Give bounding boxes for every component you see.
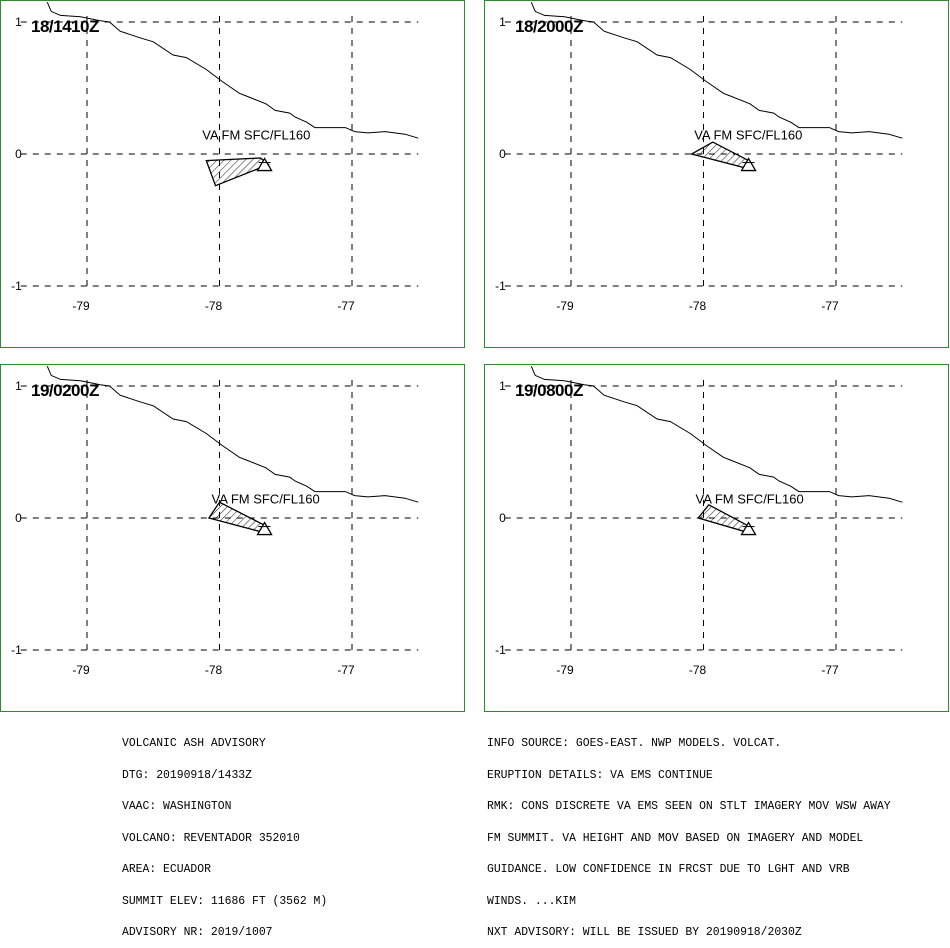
lon-tick-label: -77: [337, 663, 355, 677]
advisory-line: VOLCANIC ASH ADVISORY: [122, 736, 266, 750]
map-svg: 1 0 -1 -79 -78 -77 VA FM SFC/FL160: [11, 2, 419, 313]
ash-cloud-polygon: [207, 501, 270, 535]
lon-tick-label: -78: [205, 299, 223, 313]
lon-tick-label: -79: [72, 299, 90, 313]
advisory-line: RMK: CONS DISCRETE VA EMS SEEN ON STLT I…: [487, 799, 891, 813]
lat-tick-label: 0: [15, 511, 22, 525]
advisory-right-text: INFO SOURCE: GOES-EAST. NWP MODELS. VOLC…: [487, 717, 891, 948]
panel-time: 19/0800Z: [515, 381, 583, 400]
lat-tick-label: 1: [499, 15, 506, 29]
lon-tick-label: -79: [556, 663, 574, 677]
map-panel-4: 1 0 -1 -79 -78 -77 VA FM SFC/FL160 19/0800Z: [484, 364, 949, 712]
lat-tick-label: -1: [495, 279, 506, 293]
coastline: [46, 366, 419, 503]
volcano-icon: [740, 521, 757, 536]
volcano-icon: [256, 521, 273, 536]
volcano-icon: [256, 157, 273, 172]
lon-tick-label: -79: [556, 299, 574, 313]
panel-time: 19/0200Z: [31, 381, 99, 400]
advisory-line: INFO SOURCE: GOES-EAST. NWP MODELS. VOLC…: [487, 736, 782, 750]
lat-tick-label: 0: [499, 147, 506, 161]
ash-layer-label: VA FM SFC/FL160: [212, 491, 320, 506]
lon-tick-label: -78: [205, 663, 223, 677]
lat-tick-label: -1: [11, 279, 22, 293]
advisory-line: FM SUMMIT. VA HEIGHT AND MOV BASED ON IM…: [487, 830, 864, 845]
map-panel-2: 1 0 -1 -79 -78 -77 VA FM SFC/FL160 18/2000Z: [484, 0, 949, 348]
advisory-line: ADVISORY NR: 2019/1007: [122, 925, 273, 939]
panel-time: 18/2000Z: [515, 17, 583, 36]
advisory-line: VAAC: WASHINGTON: [122, 799, 232, 813]
lat-tick-label: 1: [15, 15, 22, 29]
map-svg: 1 0 -1 -79 -78 -77 VA FM SFC/FL160: [495, 2, 903, 313]
ash-layer-label: VA FM SFC/FL160: [694, 127, 802, 142]
advisory-line: DTG: 20190918/1433Z: [122, 767, 252, 782]
map-panel-1: 1 0 -1 -79 -78 -77 VA FM SFC/FL160 18/1410Z: [0, 0, 465, 348]
lat-tick-label: 0: [15, 147, 22, 161]
lat-tick-label: 1: [15, 379, 22, 393]
lon-tick-label: -78: [689, 663, 707, 677]
lon-tick-label: -77: [821, 663, 839, 677]
advisory-line: GUIDANCE. LOW CONFIDENCE IN FRCST DUE TO…: [487, 862, 850, 876]
advisory-line: VOLCANO: REVENTADOR 352010: [122, 830, 300, 845]
coastline: [530, 2, 903, 139]
lat-tick-label: 1: [499, 379, 506, 393]
advisory-line: AREA: ECUADOR: [122, 862, 211, 876]
lat-tick-label: -1: [495, 643, 506, 657]
ash-layer-label: VA FM SFC/FL160: [696, 491, 804, 506]
ash-layer-label: VA FM SFC/FL160: [202, 127, 310, 142]
advisory-left-text: VOLCANIC ASH ADVISORY DTG: 20190918/1433…: [122, 717, 327, 948]
volcano-icon: [740, 157, 757, 172]
coastline: [530, 366, 903, 503]
coastline: [46, 2, 419, 139]
panel-time: 18/1410Z: [31, 17, 99, 36]
advisory-line: SUMMIT ELEV: 11686 FT (3562 M): [122, 893, 328, 908]
advisory-line: WINDS. ...KIM: [487, 893, 576, 908]
map-svg: 1 0 -1 -79 -78 -77 VA FM SFC/FL160: [495, 366, 903, 677]
advisory-line: NXT ADVISORY: WILL BE ISSUED BY 20190918…: [487, 925, 802, 939]
map-panel-3: 1 0 -1 -79 -78 -77 VA FM SFC/FL160 19/0200Z: [0, 364, 465, 712]
advisory-line: ERUPTION DETAILS: VA EMS CONTINUE: [487, 767, 713, 782]
lon-tick-label: -78: [689, 299, 707, 313]
map-svg: 1 0 -1 -79 -78 -77 VA FM SFC/FL160: [11, 366, 419, 677]
lat-tick-label: -1: [11, 643, 22, 657]
lon-tick-label: -79: [72, 663, 90, 677]
lon-tick-label: -77: [821, 299, 839, 313]
ash-cloud-polygon: [689, 141, 754, 171]
lat-tick-label: 0: [499, 511, 506, 525]
lon-tick-label: -77: [337, 299, 355, 313]
